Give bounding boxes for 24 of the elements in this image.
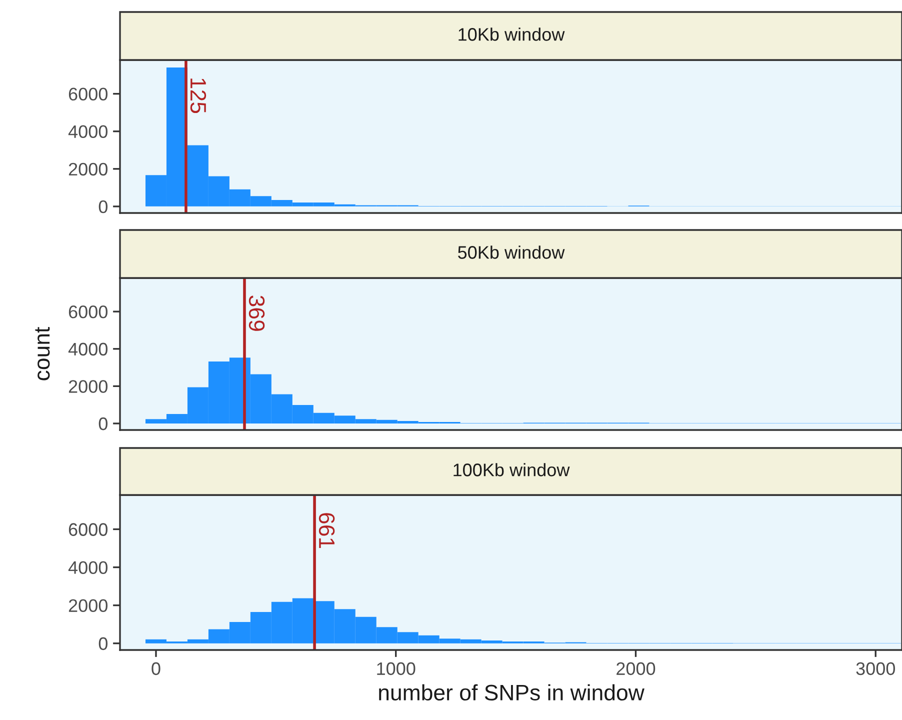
ref-line-label: 125 — [190, 78, 206, 114]
y-tick-label: 6000 — [68, 523, 108, 536]
y-tick-label: 0 — [98, 637, 108, 650]
x-tick-label: 0 — [152, 662, 160, 676]
y-tick-label: 6000 — [68, 306, 108, 318]
y-axis-title: count — [35, 326, 50, 380]
y-tick-label: 0 — [98, 417, 108, 430]
y-tick-label: 4000 — [68, 561, 108, 574]
x-tick-label: 2000 — [616, 662, 656, 676]
y-tick-label: 0 — [98, 200, 108, 214]
y-tick-label: 2000 — [68, 162, 108, 176]
x-tick-label: 1000 — [377, 662, 416, 676]
x-tick-label: 3000 — [856, 662, 895, 676]
x-axis-title: number of SNPs in window — [379, 684, 644, 701]
y-tick-label: 4000 — [68, 342, 108, 356]
y-tick-label: 2000 — [68, 380, 108, 393]
y-tick-label: 2000 — [68, 599, 108, 612]
chart-title: 50Kb window — [458, 246, 565, 259]
chart-title: 100Kb window — [454, 463, 570, 476]
ref-line-label: 369 — [248, 296, 265, 331]
y-tick-label: 6000 — [68, 88, 108, 101]
y-tick-label: 4000 — [68, 125, 108, 138]
chart-title: 10Kb window — [458, 28, 565, 41]
ref-line-label: 661 — [318, 513, 335, 548]
